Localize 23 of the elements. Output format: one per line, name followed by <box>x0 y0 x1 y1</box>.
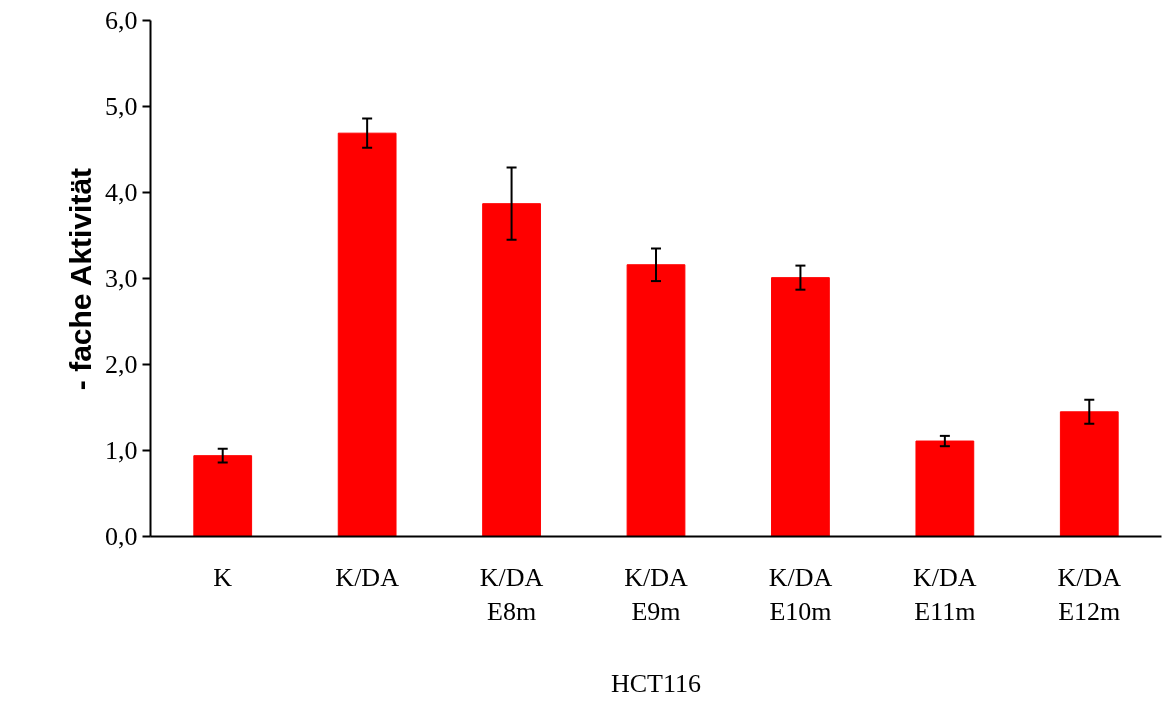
bar <box>193 455 253 537</box>
y-tick-label: 3,0 <box>105 264 138 293</box>
x-tick-label: K/DA <box>335 562 400 592</box>
y-tick-label: 0,0 <box>105 522 138 551</box>
x-tick-label: K/DA E9m <box>624 562 688 627</box>
bar <box>482 203 541 537</box>
bar <box>337 132 397 537</box>
bar <box>626 264 686 537</box>
x-axis-title: HCT116 <box>610 669 702 699</box>
x-tick-label: K <box>213 562 233 592</box>
y-axis-title: - fache Aktivität <box>64 167 97 391</box>
x-tick-label: K/DA E12m <box>1057 562 1122 627</box>
y-tick-label: 1,0 <box>105 436 138 465</box>
x-tick-label: K/DA E8m <box>479 562 544 627</box>
y-tick-label: 5,0 <box>105 92 138 121</box>
x-tick-label: K/DA E10m <box>768 562 833 627</box>
bar <box>915 440 975 537</box>
y-tick-label: 4,0 <box>105 178 138 207</box>
bar <box>771 277 830 537</box>
y-tick-label: 2,0 <box>105 350 138 379</box>
x-tick-label: K/DA E11m <box>913 562 977 627</box>
bar <box>1059 411 1119 537</box>
y-tick-label: 6,0 <box>105 6 138 35</box>
